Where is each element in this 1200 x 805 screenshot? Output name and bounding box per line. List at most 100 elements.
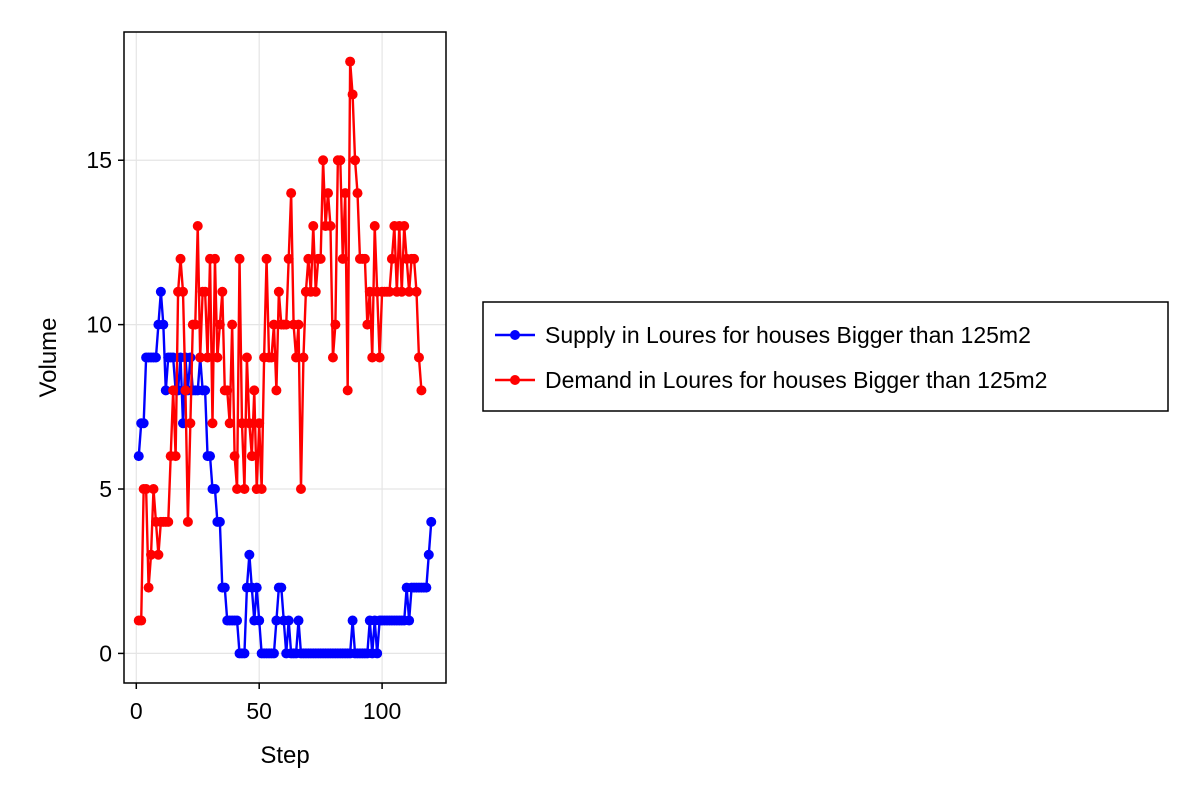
data-point[interactable] [293,615,304,626]
data-point[interactable] [222,385,233,396]
data-point[interactable] [342,385,353,396]
data-point[interactable] [195,352,206,363]
legend-item-demand[interactable]: Demand in Loures for houses Bigger than … [495,367,1047,393]
data-point[interactable] [185,418,196,429]
data-point[interactable] [177,286,188,297]
data-point[interactable] [372,648,383,659]
data-point[interactable] [219,582,230,593]
data-point[interactable] [345,56,356,67]
data-point[interactable] [364,286,375,297]
data-point[interactable] [168,385,179,396]
data-point[interactable] [271,615,282,626]
data-point[interactable] [254,615,265,626]
data-point[interactable] [298,352,309,363]
data-point[interactable] [337,253,348,264]
data-point[interactable] [308,220,319,231]
data-point[interactable] [212,352,223,363]
data-point[interactable] [155,286,166,297]
data-point[interactable] [340,188,351,199]
data-point[interactable] [323,188,334,199]
data-point[interactable] [246,451,257,462]
data-point[interactable] [244,418,255,429]
data-point[interactable] [168,352,179,363]
data-point[interactable] [399,220,410,231]
data-point[interactable] [249,385,260,396]
data-point[interactable] [136,615,147,626]
data-point[interactable] [335,155,346,166]
data-point[interactable] [150,352,161,363]
data-point[interactable] [207,418,218,429]
data-point[interactable] [283,253,294,264]
data-point[interactable] [214,319,225,330]
data-point[interactable] [138,418,149,429]
data-point[interactable] [143,582,154,593]
data-point[interactable] [291,352,302,363]
data-point[interactable] [153,549,164,560]
data-point[interactable] [224,418,235,429]
data-point[interactable] [271,385,282,396]
data-point[interactable] [411,286,422,297]
data-point[interactable] [347,89,358,100]
data-point[interactable] [386,253,397,264]
data-point[interactable] [295,484,306,495]
data-point[interactable] [158,319,169,330]
data-point[interactable] [200,286,211,297]
data-point[interactable] [404,615,415,626]
data-point[interactable] [229,451,240,462]
data-point[interactable] [239,484,250,495]
data-point[interactable] [350,155,361,166]
data-point[interactable] [182,516,193,527]
data-point[interactable] [362,319,373,330]
data-point[interactable] [200,385,211,396]
data-point[interactable] [133,451,144,462]
data-point[interactable] [234,253,245,264]
data-point[interactable] [170,451,181,462]
data-point[interactable] [404,286,415,297]
data-point[interactable] [347,615,358,626]
data-point[interactable] [318,155,329,166]
data-point[interactable] [367,352,378,363]
data-point[interactable] [185,352,196,363]
data-point[interactable] [423,549,434,560]
data-point[interactable] [214,516,225,527]
data-point[interactable] [146,549,157,560]
data-point[interactable] [192,220,203,231]
data-point[interactable] [160,385,171,396]
data-point[interactable] [310,286,321,297]
data-point[interactable] [256,484,267,495]
legend[interactable]: Supply in Loures for houses Bigger than … [482,301,1169,412]
data-point[interactable] [369,220,380,231]
data-point[interactable] [190,319,201,330]
data-point[interactable] [413,352,424,363]
data-point[interactable] [293,319,304,330]
data-point[interactable] [330,319,341,330]
data-point[interactable] [276,582,287,593]
data-point[interactable] [236,418,247,429]
data-point[interactable] [148,484,159,495]
data-point[interactable] [286,188,297,199]
data-point[interactable] [141,484,152,495]
data-point[interactable] [227,319,238,330]
data-point[interactable] [303,253,314,264]
data-point[interactable] [409,253,420,264]
data-point[interactable] [359,253,370,264]
data-point[interactable] [232,615,243,626]
data-point[interactable] [268,319,279,330]
data-point[interactable] [273,286,284,297]
data-point[interactable] [384,286,395,297]
data-point[interactable] [426,516,437,527]
data-point[interactable] [374,352,385,363]
data-point[interactable] [325,220,336,231]
data-point[interactable] [281,319,292,330]
data-point[interactable] [239,648,250,659]
data-point[interactable] [396,286,407,297]
data-point[interactable] [209,484,220,495]
data-point[interactable] [352,188,363,199]
legend-item-supply[interactable]: Supply in Loures for houses Bigger than … [495,322,1031,348]
data-point[interactable] [244,549,255,560]
data-point[interactable] [327,352,338,363]
data-point[interactable] [180,385,191,396]
data-point[interactable] [202,352,213,363]
data-point[interactable] [205,451,216,462]
data-point[interactable] [175,253,186,264]
